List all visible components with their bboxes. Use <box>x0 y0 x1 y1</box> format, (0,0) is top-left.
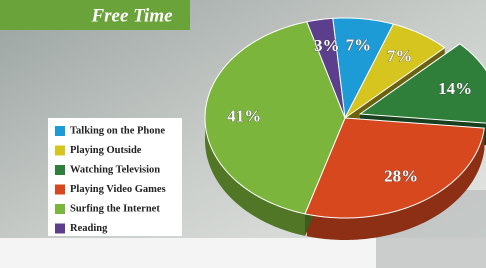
legend-label: Playing Outside <box>70 145 142 156</box>
legend-swatch <box>55 165 65 175</box>
legend-label: Playing Video Games <box>70 184 166 195</box>
data-label: 14% <box>438 79 472 98</box>
legend-label: Surfing the Internet <box>70 203 160 214</box>
legend-swatch <box>55 126 65 136</box>
chart-title: Free Time <box>90 5 173 26</box>
chart: Free Time 7% 7% 14% 28% 41% 3% Talking on the… <box>0 0 486 268</box>
legend-swatch <box>55 185 65 195</box>
data-label: 7% <box>346 36 372 55</box>
data-label: 3% <box>314 36 340 55</box>
data-label: 41% <box>227 106 261 125</box>
legend-label: Reading <box>70 223 108 234</box>
data-label: 7% <box>387 46 413 65</box>
legend-label: Talking on the Phone <box>70 125 165 136</box>
legend-swatch <box>55 224 65 234</box>
pie: 7% 7% 14% 28% 41% 3% <box>205 18 486 240</box>
legend-swatch <box>55 146 65 156</box>
legend-label: Watching Television <box>70 164 160 175</box>
legend-swatch <box>55 204 65 214</box>
data-label: 28% <box>384 167 418 186</box>
